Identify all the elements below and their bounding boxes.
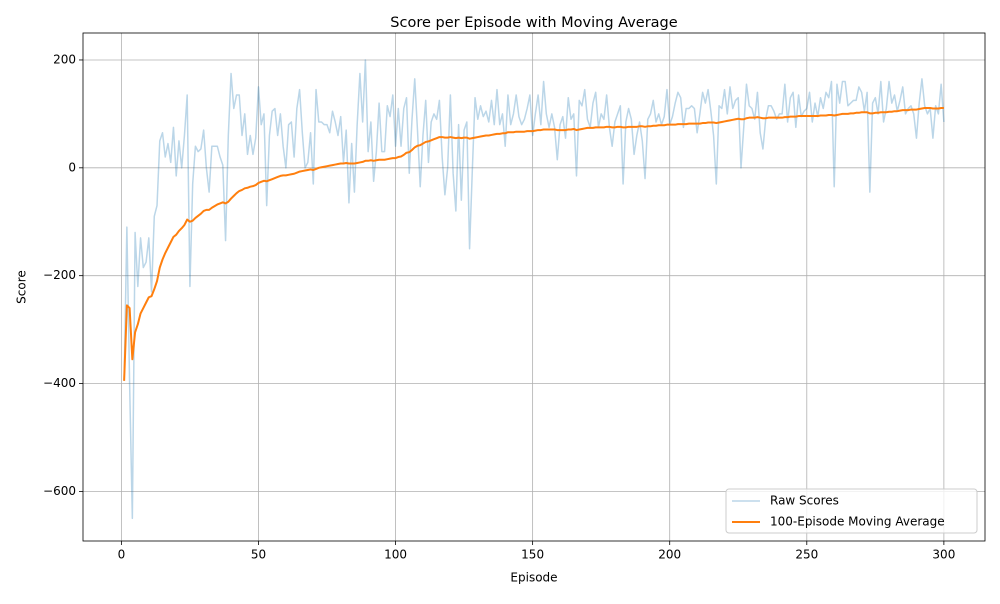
y-tick-label: −600: [43, 484, 76, 498]
legend-box: [725, 488, 978, 534]
legend: Raw Scores 100-Episode Moving Average: [725, 488, 978, 534]
plot-frame: [82, 32, 986, 542]
x-tick-label: 100: [384, 548, 407, 562]
legend-label: Raw Scores: [770, 494, 839, 508]
y-axis-label: Score: [15, 270, 29, 304]
x-tick-label: 150: [521, 548, 544, 562]
series-line: [123, 59, 945, 520]
y-tick-label: 200: [53, 52, 76, 66]
x-axis-label: Episode: [510, 571, 557, 585]
y-tick-label: −200: [43, 268, 76, 282]
y-tick-label: −400: [43, 376, 76, 390]
y-tick-label: 0: [68, 160, 76, 174]
x-tick-label: 300: [932, 548, 955, 562]
series-line: [123, 106, 944, 381]
x-tick-label: 200: [658, 548, 681, 562]
legend-label: 100-Episode Moving Average: [770, 515, 945, 529]
x-tick-label: 0: [118, 548, 126, 562]
chart-title: Score per Episode with Moving Average: [390, 15, 677, 31]
x-tick-label: 50: [251, 548, 266, 562]
x-tick-label: 250: [795, 548, 818, 562]
